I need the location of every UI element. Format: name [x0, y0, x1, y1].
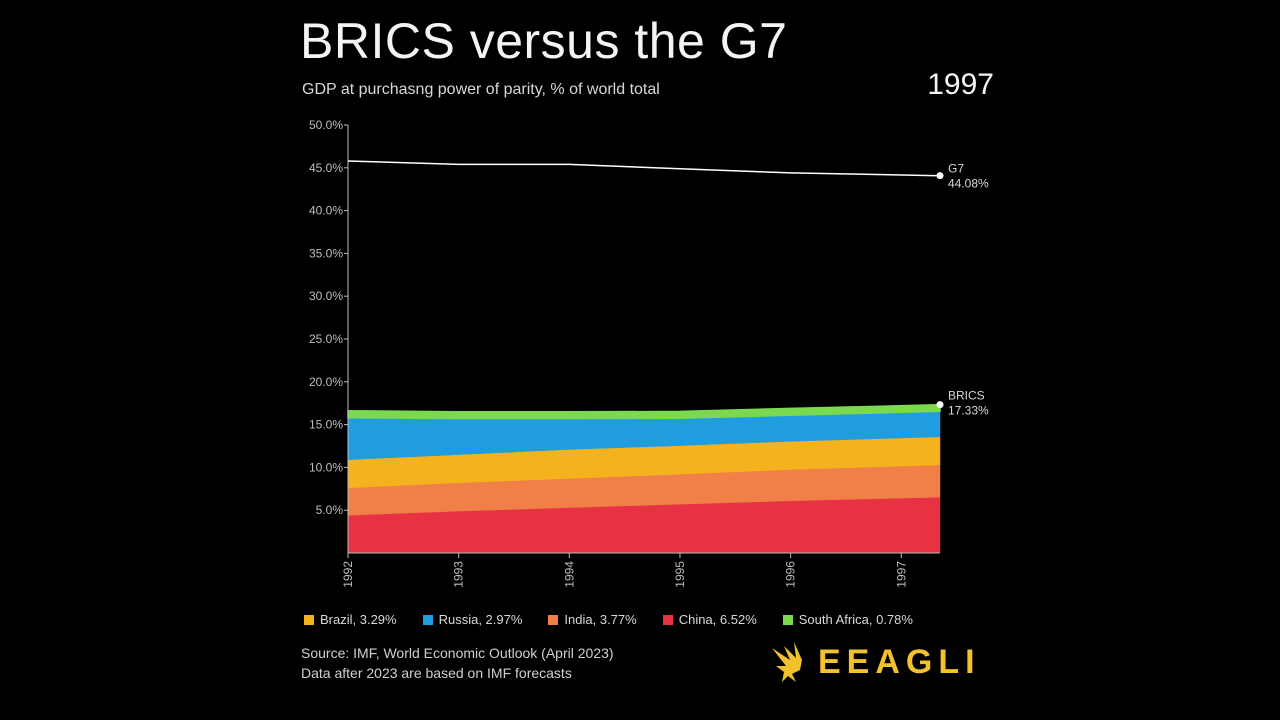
x-tick-label: 1996	[784, 561, 798, 588]
y-tick-label: 50.0%	[309, 118, 343, 132]
x-tick-label: 1995	[673, 561, 687, 588]
source-line-1: Source: IMF, World Economic Outlook (Apr…	[301, 645, 614, 661]
brics-end-marker	[936, 401, 944, 409]
chart-subtitle: GDP at purchasng power of parity, % of w…	[302, 81, 660, 98]
legend-swatch-india	[548, 614, 559, 625]
logo-text: EEAGLI	[818, 642, 981, 681]
y-tick-label: 5.0%	[316, 503, 344, 517]
x-tick-label: 1992	[341, 561, 355, 588]
y-tick-label: 40.0%	[309, 204, 343, 218]
g7-end-value: 44.08%	[948, 177, 989, 191]
y-tick-label: 10.0%	[309, 460, 343, 474]
source-line-2: Data after 2023 are based on IMF forecas…	[301, 665, 572, 681]
y-tick-label: 20.0%	[309, 375, 343, 389]
brand-logo: EEAGLI	[770, 640, 981, 684]
y-tick-label: 35.0%	[309, 246, 343, 260]
area-south-africa	[347, 403, 941, 420]
brics-end-value: 17.33%	[948, 404, 989, 418]
legend-item-india: India, 3.77%	[548, 612, 637, 627]
g7-end-marker	[936, 172, 944, 180]
legend-label-south-africa: South Africa, 0.78%	[798, 612, 913, 627]
legend-swatch-china	[662, 614, 673, 625]
brics-end-label: BRICS	[948, 389, 985, 403]
legend-swatch-south-africa	[782, 614, 793, 625]
legend-item-brazil: Brazil, 3.29%	[304, 612, 397, 627]
year-indicator: 1997	[927, 68, 994, 101]
chart-title: BRICS versus the G7	[300, 13, 788, 69]
legend-swatch-brazil	[304, 614, 314, 625]
g7-line	[347, 160, 941, 177]
x-tick-label: 1994	[562, 561, 576, 588]
y-tick-label: 30.0%	[309, 289, 343, 303]
y-tick-label: 15.0%	[309, 418, 343, 432]
source-note: Source: IMF, World Economic Outlook (Apr…	[301, 643, 614, 683]
legend-label-china: China, 6.52%	[678, 612, 757, 627]
y-tick-label: 45.0%	[309, 161, 343, 175]
legend-item-china: China, 6.52%	[662, 612, 757, 627]
y-tick-label: 25.0%	[309, 332, 343, 346]
legend-label-brazil: Brazil, 3.29%	[320, 612, 397, 627]
legend-item-russia: Russia, 2.97%	[422, 612, 523, 627]
legend-label-india: India, 3.77%	[564, 612, 637, 627]
legend-swatch-russia	[422, 614, 433, 625]
legend: Brazil, 3.29% Russia, 2.97% India, 3.77%…	[304, 612, 913, 627]
g7-end-label: G7	[948, 162, 964, 176]
legend-label-russia: Russia, 2.97%	[438, 612, 523, 627]
eagle-icon	[772, 642, 802, 682]
x-tick-label: 1993	[452, 561, 466, 588]
legend-item-south-africa: South Africa, 0.78%	[782, 612, 913, 627]
x-tick-label: 1997	[894, 561, 908, 588]
